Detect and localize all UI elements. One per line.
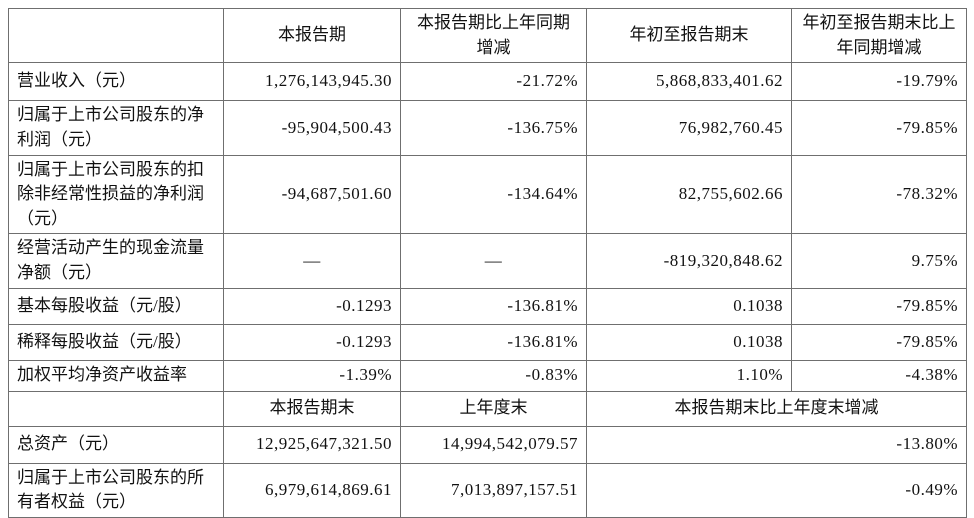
table-row-diluted-eps: 稀释每股收益（元/股） -0.1293 -136.81% 0.1038 -79.… <box>8 323 967 361</box>
row-label: 基本每股收益（元/股） <box>8 287 224 325</box>
row-label: 归属于上市公司股东的净利润（元） <box>8 100 224 156</box>
row-label: 归属于上市公司股东的扣除非经常性损益的净利润（元） <box>8 154 224 235</box>
cell-current-period: -1.39% <box>223 359 401 392</box>
cell-change-vs-prior-year-end: -13.80% <box>586 425 967 464</box>
cell-current-period: -95,904,500.43 <box>223 100 401 156</box>
cell-ytd-yoy-change: -78.32% <box>791 154 967 235</box>
row-label: 营业收入（元） <box>8 62 224 102</box>
cell-ytd: 0.1038 <box>586 287 792 325</box>
col-header-change-vs-prior-year-end: 本报告期末比上年度末增减 <box>586 390 967 427</box>
cell-current-period-dash: — <box>223 233 401 289</box>
cell-ytd-yoy-change: -79.85% <box>791 323 967 361</box>
row-label: 总资产（元） <box>8 425 224 464</box>
col-header-period-end: 本报告期末 <box>223 390 401 427</box>
cell-ytd: -819,320,848.62 <box>586 233 792 289</box>
report-page: 本报告期 本报告期比上年同期增减 年初至报告期末 年初至报告期末比上年同期增减 … <box>8 7 967 518</box>
row-label: 稀释每股收益（元/股） <box>8 323 224 361</box>
cell-yoy-change: -136.75% <box>400 100 587 156</box>
row-label: 归属于上市公司股东的所有者权益（元） <box>8 462 224 518</box>
table-row-operating-revenue: 营业收入（元） 1,276,143,945.30 -21.72% 5,868,8… <box>8 62 967 102</box>
table-row-total-assets: 总资产（元） 12,925,647,321.50 14,994,542,079.… <box>8 425 967 464</box>
cell-current-period: -0.1293 <box>223 287 401 325</box>
cell-ytd: 1.10% <box>586 359 792 392</box>
cell-ytd-yoy-change: -79.85% <box>791 100 967 156</box>
cell-change-vs-prior-year-end: -0.49% <box>586 462 967 518</box>
cell-period-end: 12,925,647,321.50 <box>223 425 401 464</box>
table-row-basic-eps: 基本每股收益（元/股） -0.1293 -136.81% 0.1038 -79.… <box>8 287 967 325</box>
cell-current-period: 1,276,143,945.30 <box>223 62 401 102</box>
col-header-current-period: 本报告期 <box>223 7 401 64</box>
col-header-prior-year-end: 上年度末 <box>400 390 587 427</box>
cell-yoy-change: -21.72% <box>400 62 587 102</box>
cell-ytd: 76,982,760.45 <box>586 100 792 156</box>
col-header-blank-2 <box>8 390 224 427</box>
cell-current-period: -94,687,501.60 <box>223 154 401 235</box>
cell-ytd: 5,868,833,401.62 <box>586 62 792 102</box>
col-header-blank <box>8 7 224 64</box>
table-row-net-profit-excl-nonrecurring: 归属于上市公司股东的扣除非经常性损益的净利润（元） -94,687,501.60… <box>8 154 967 235</box>
cell-yoy-change: -134.64% <box>400 154 587 235</box>
table-row-equity-attributable: 归属于上市公司股东的所有者权益（元） 6,979,614,869.61 7,01… <box>8 462 967 518</box>
cell-yoy-change: -0.83% <box>400 359 587 392</box>
financial-summary-table: 本报告期 本报告期比上年同期增减 年初至报告期末 年初至报告期末比上年同期增减 … <box>8 7 967 518</box>
cell-ytd-yoy-change: -4.38% <box>791 359 967 392</box>
cell-prior-year-end: 14,994,542,079.57 <box>400 425 587 464</box>
cell-ytd: 82,755,602.66 <box>586 154 792 235</box>
cell-ytd: 0.1038 <box>586 323 792 361</box>
cell-period-end: 6,979,614,869.61 <box>223 462 401 518</box>
cell-yoy-change-dash: — <box>400 233 587 289</box>
cell-yoy-change: -136.81% <box>400 287 587 325</box>
cell-ytd-yoy-change: -79.85% <box>791 287 967 325</box>
header-row-period: 本报告期 本报告期比上年同期增减 年初至报告期末 年初至报告期末比上年同期增减 <box>8 7 967 64</box>
cell-current-period: -0.1293 <box>223 323 401 361</box>
cell-ytd-yoy-change: -19.79% <box>791 62 967 102</box>
table-row-weighted-avg-roe: 加权平均净资产收益率 -1.39% -0.83% 1.10% -4.38% <box>8 359 967 392</box>
col-header-ytd: 年初至报告期末 <box>586 7 792 64</box>
cell-yoy-change: -136.81% <box>400 323 587 361</box>
row-label: 加权平均净资产收益率 <box>8 359 224 392</box>
col-header-current-period-yoy-change: 本报告期比上年同期增减 <box>400 7 587 64</box>
cell-ytd-yoy-change: 9.75% <box>791 233 967 289</box>
table-row-net-profit: 归属于上市公司股东的净利润（元） -95,904,500.43 -136.75%… <box>8 100 967 156</box>
header-row-period-end: 本报告期末 上年度末 本报告期末比上年度末增减 <box>8 390 967 427</box>
table-row-operating-cash-flow: 经营活动产生的现金流量净额（元） — — -819,320,848.62 9.7… <box>8 233 967 289</box>
row-label: 经营活动产生的现金流量净额（元） <box>8 233 224 289</box>
cell-prior-year-end: 7,013,897,157.51 <box>400 462 587 518</box>
col-header-ytd-yoy-change: 年初至报告期末比上年同期增减 <box>791 7 967 64</box>
